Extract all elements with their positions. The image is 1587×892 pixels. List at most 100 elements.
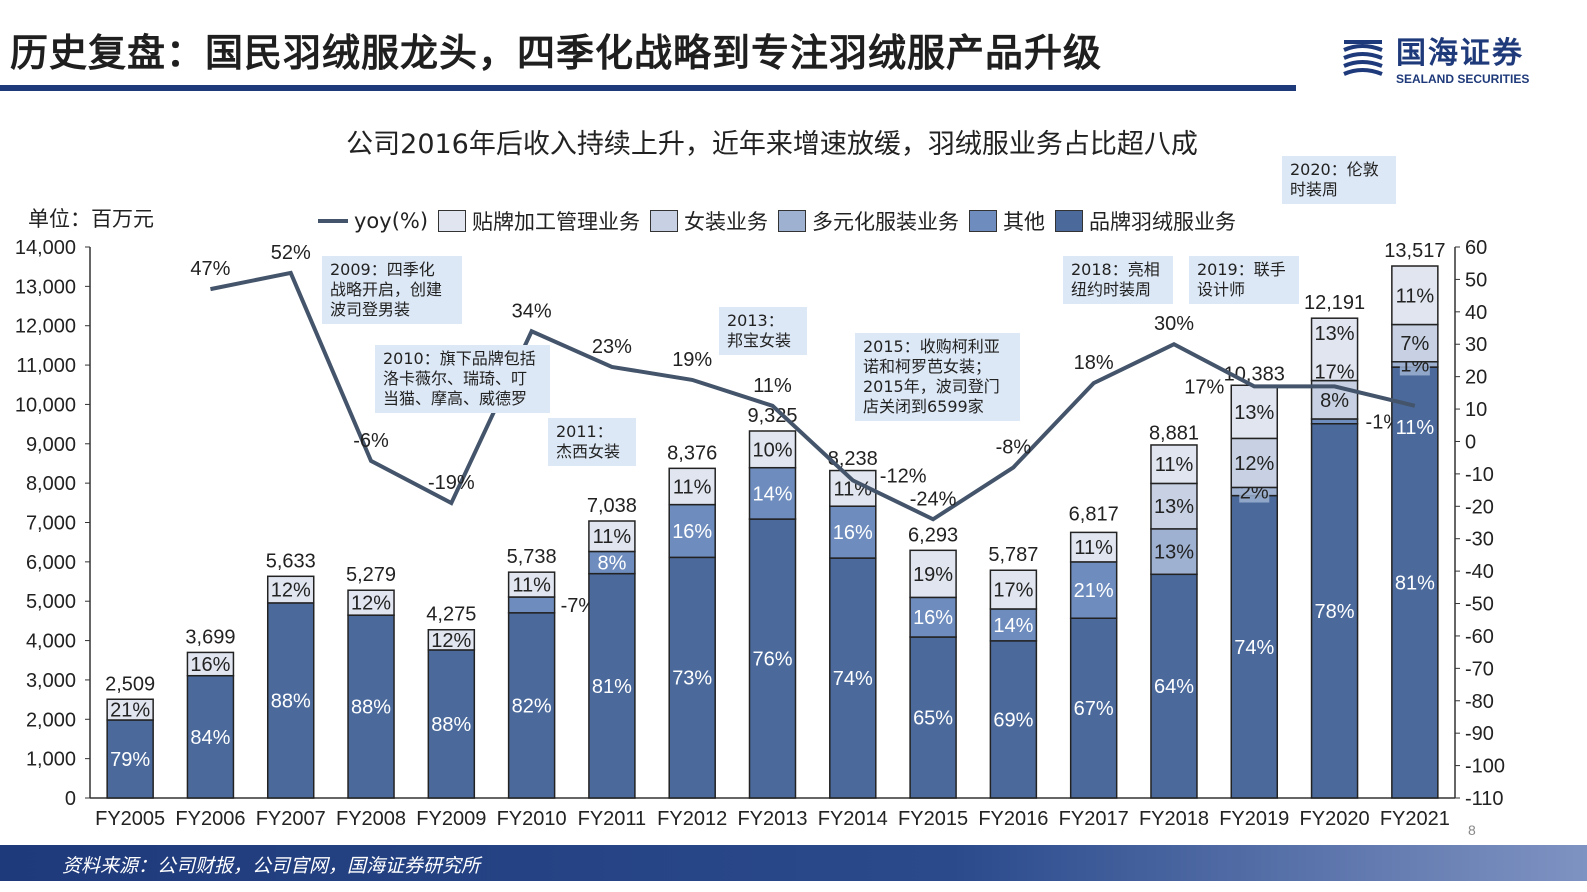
y-right-tick-label: 0 [1465, 431, 1476, 453]
y-right-tick-label: -60 [1465, 626, 1494, 648]
y-right-tick-label: -30 [1465, 529, 1494, 551]
bar-segment-downwear [1391, 366, 1439, 799]
yoy-label: 47% [190, 258, 230, 280]
segment-label: 11% [1155, 454, 1194, 476]
total-label: 5,738 [507, 546, 557, 568]
legend-item-oem: 贴牌加工管理业务 [438, 206, 640, 236]
segment-label: -7% [561, 595, 597, 617]
segment-label: 79% [110, 749, 150, 771]
chart-title: 公司2016年后收入持续上升，近年来增速放缓，羽绒服业务占比超八成 [346, 129, 1198, 160]
segment-label: 88% [271, 690, 311, 712]
annotation-2018: 2018：亮相 纽约时装周 [1063, 256, 1173, 304]
y-left-tick-label: 9,000 [26, 434, 76, 456]
bar-segment-oem [588, 520, 636, 553]
bar-segment-oem [1230, 384, 1279, 440]
annotation-2019: 2019：联手 设计师 [1189, 256, 1299, 304]
yoy-label: 23% [592, 336, 632, 358]
total-label: 6,293 [908, 524, 958, 546]
legend-item-yoy: yoy(%) [318, 209, 428, 233]
bar-segment-oem [748, 430, 797, 469]
bar-segment-womens [1150, 482, 1198, 530]
total-label: 5,787 [988, 544, 1038, 566]
legend-item-diversified: 多元化服装业务 [778, 206, 959, 236]
bar-segment-downwear [668, 556, 716, 799]
segment-label: 16% [190, 654, 230, 676]
yoy-label: 11% [753, 375, 792, 397]
y-right-tick-label: 20 [1465, 367, 1487, 389]
bar-segment-oem [427, 628, 476, 651]
segment-label: 65% [913, 708, 953, 730]
yoy-label: -12% [880, 465, 927, 487]
bar-segment-oem [507, 571, 556, 598]
bar-segment-oem [829, 469, 877, 507]
legend-item-downwear: 品牌羽绒服业务 [1055, 206, 1236, 236]
y-right-tick-label: -110 [1465, 788, 1504, 810]
segment-label: 81% [1395, 573, 1435, 595]
y-left-tick-label: 14,000 [15, 237, 76, 259]
segment-label: 13% [1154, 496, 1194, 518]
segment-label: 14% [993, 615, 1033, 637]
yoy-label: 18% [1074, 352, 1114, 374]
bar-segment-downwear [186, 674, 235, 799]
y-left-tick-label: 3,000 [26, 670, 76, 692]
segment-label: 69% [993, 709, 1033, 731]
segment-label: 8% [597, 553, 626, 575]
bar-segment-oem [989, 569, 1038, 610]
x-tick-label: FY2010 [497, 808, 567, 830]
bar-segment-oem [1150, 444, 1198, 485]
segment-label: 8% [1320, 390, 1349, 412]
annotation-2010: 2010：旗下品牌包括 洛卡薇尔、瑞琦、叮 当猫、摩高、威德罗 [375, 345, 550, 413]
segment-label: 7% [1400, 333, 1429, 355]
bar-segment-downwear [1310, 423, 1359, 799]
bar-segment-downwear [507, 612, 556, 799]
total-label: 12,191 [1304, 292, 1365, 314]
footer-bar: 资料来源：公司财报，公司官网，国海证券研究所 [0, 845, 1587, 881]
x-tick-label: FY2006 [175, 808, 245, 830]
annotation-2009: 2009：四季化 战略开启，创建 波司登男装 [322, 256, 462, 324]
legend-label: yoy(%) [354, 209, 429, 233]
segment-label: 16% [672, 521, 712, 543]
segment-label: 12% [271, 580, 311, 602]
y-right-tick-label: -70 [1465, 658, 1494, 680]
segment-label: 13% [1234, 402, 1274, 424]
segment-label: 84% [190, 727, 230, 749]
segment-label: 74% [1234, 637, 1274, 659]
segment-label: 11% [673, 476, 712, 498]
segment-label: 14% [752, 483, 792, 505]
segment-label: 11% [1396, 285, 1435, 307]
legend-label: 品牌羽绒服业务 [1089, 210, 1237, 234]
segment-label: 13% [1154, 542, 1194, 564]
x-tick-label: FY2008 [336, 808, 406, 830]
x-tick-label: FY2009 [416, 808, 486, 830]
bar-segment-oem [266, 575, 315, 604]
bar-segment-other [507, 596, 556, 614]
annotation-2020: 2020：伦敦 时装周 [1282, 156, 1396, 204]
y-right-tick-label: -90 [1465, 723, 1494, 745]
logo: 国海证券 SEALAND SECURITIES [1340, 28, 1529, 86]
legend-swatch [650, 210, 679, 232]
bar-segment-downwear [909, 636, 957, 799]
sealand-logo-icon [1343, 40, 1383, 76]
segment-label: 17% [993, 580, 1033, 602]
bar-segment-other [748, 466, 797, 520]
legend: yoy(%) 贴牌加工管理业务 女装业务 多元化服装业务 其他 品牌羽绒服业务 [318, 206, 1236, 236]
y-left-tick-label: 12,000 [15, 316, 76, 338]
yoy-label: 11% [1396, 417, 1435, 439]
segment-label: 73% [672, 668, 712, 690]
x-tick-label: FY2019 [1219, 808, 1289, 830]
segment-label: 88% [431, 714, 471, 736]
segment-label: 67% [1074, 698, 1114, 720]
y-left-tick-label: 7,000 [26, 513, 76, 535]
y-left-tick-label: 1,000 [26, 749, 76, 771]
segment-label: 76% [752, 649, 792, 671]
y-right-tick-label: 40 [1465, 302, 1487, 324]
segment-label: 12% [351, 593, 391, 615]
page-number: 8 [1468, 822, 1476, 838]
annotation-2013: 2013： 邦宝女装 [719, 307, 807, 355]
segment-label: 74% [833, 668, 873, 690]
segment-label: 82% [512, 695, 552, 717]
y-right-tick-label: -50 [1465, 594, 1494, 616]
yoy-label: -8% [996, 436, 1032, 458]
segment-label: 21% [1074, 580, 1114, 602]
